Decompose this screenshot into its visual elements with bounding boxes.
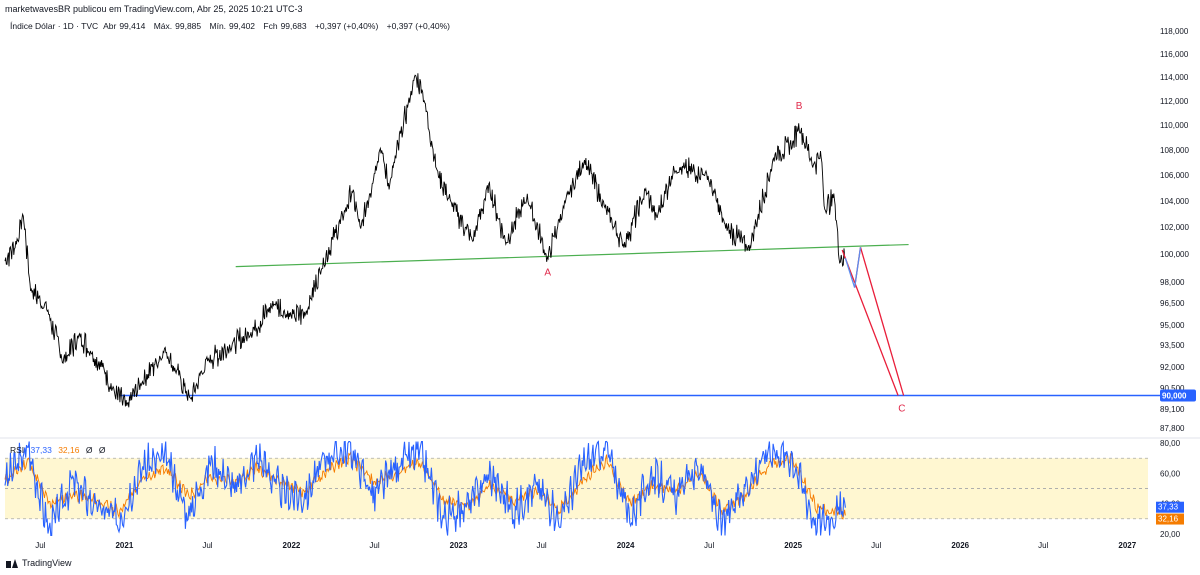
price-tick-label: 96,500: [1160, 299, 1185, 308]
time-tick-label: Jul: [1038, 541, 1048, 550]
rsi-tick-label: 20,00: [1160, 530, 1181, 539]
time-tick-label: Jul: [202, 541, 212, 550]
wave-label-a: A: [544, 268, 551, 279]
rsi-ma-value: 32,16: [58, 445, 80, 455]
rsi-value-tag: [1156, 501, 1184, 513]
time-tick-label: 2026: [951, 541, 969, 550]
rsi-value-tag: [1156, 513, 1184, 525]
price-tick-label: 93,500: [1160, 341, 1185, 350]
time-tick-label: 2027: [1118, 541, 1136, 550]
time-tick-label: 2022: [283, 541, 301, 550]
wave-label-c: C: [898, 404, 905, 415]
time-tick-label: 2024: [617, 541, 635, 550]
tradingview-logo[interactable]: TradingView: [6, 558, 72, 568]
low-label: Mín.: [209, 21, 227, 31]
price-tick-label: 89,100: [1160, 405, 1185, 414]
time-tick-label: Jul: [536, 541, 546, 550]
rsi-extra-1: Ø: [85, 445, 93, 455]
price-tick-label: 90,500: [1160, 384, 1185, 393]
rsi-tick-label: 80,00: [1160, 439, 1181, 448]
price-tick-label: 106,000: [1160, 171, 1189, 180]
time-tick-label: Jul: [704, 541, 714, 550]
time-tick-label: 2023: [450, 541, 468, 550]
price-tick-label: 112,000: [1160, 97, 1189, 106]
wave-label-b: B: [796, 101, 803, 112]
price-tick-label: 116,000: [1160, 50, 1189, 59]
price-tick-label: 104,000: [1160, 197, 1189, 206]
rsi-value-tag-label: 37,33: [1158, 503, 1179, 512]
projection-line: [841, 249, 899, 396]
rsi-extra-2: Ø: [98, 445, 106, 455]
open-value: 99,414: [119, 21, 146, 31]
support-price-tag: [1160, 389, 1196, 402]
rsi-legend: RSI 37,33 32,16 Ø Ø: [10, 445, 109, 455]
time-tick-label: Jul: [871, 541, 881, 550]
close-value: 99,683: [280, 21, 307, 31]
tradingview-icon: [6, 558, 18, 568]
projection-line: [853, 247, 862, 288]
rsi-value: 37,33: [30, 445, 52, 455]
close-label: Fch: [263, 21, 278, 31]
time-tick-label: 2025: [784, 541, 802, 550]
high-label: Máx.: [153, 21, 173, 31]
time-tick-label: Jul: [369, 541, 379, 550]
rsi-name: RSI: [10, 445, 25, 455]
rsi-tick-label: 60,00: [1160, 469, 1181, 478]
support-price-label: 90,000: [1162, 392, 1187, 401]
price-tick-label: 98,000: [1160, 278, 1185, 287]
change-value: +0,397 (+0,40%): [314, 21, 379, 31]
time-axis: Jul 2021 Jul 2022 Jul 2023 Jul 2024 Jul 2025 Jul 20…: [35, 541, 1137, 550]
price-tick-label: 95,000: [1160, 321, 1185, 330]
price-tick-label: 114,000: [1160, 73, 1189, 82]
time-tick-label: 2021: [115, 541, 133, 550]
published-by-text: marketwavesBR publicou em TradingView.co…: [5, 4, 303, 14]
symbol-legend: Índice Dólar · 1D · TVC Abr 99,414 Máx. 99…: [10, 21, 456, 31]
price-tick-label: 108,000: [1160, 146, 1189, 155]
open-label: Abr: [103, 21, 117, 31]
change-value-2: +0,397 (+0,40%): [386, 21, 450, 31]
tradingview-brand: TradingView: [22, 558, 72, 568]
rsi-value-tag-label: 32,16: [1158, 515, 1179, 524]
price-tick-label: 100,000: [1160, 250, 1189, 259]
price-tick-label: 87,800: [1160, 424, 1185, 433]
price-tick-label: 102,000: [1160, 223, 1189, 232]
projection-line: [859, 247, 905, 396]
price-tick-label: 110,000: [1160, 121, 1189, 130]
price-tick-label: 92,000: [1160, 363, 1185, 372]
time-tick-label: Jul: [35, 541, 45, 550]
symbol-name: Índice Dólar · 1D · TVC: [10, 21, 99, 31]
price-series-line: [4, 73, 846, 408]
low-value: 99,402: [229, 21, 256, 31]
trend-line: [235, 243, 909, 268]
price-axis: 118,000 116,000 114,000 112,000 110,000 108,0…: [1160, 27, 1189, 433]
price-tick-label: 118,000: [1160, 27, 1189, 36]
high-value: 99,885: [175, 21, 202, 31]
rsi-line: [4, 440, 846, 537]
projection-line: [844, 258, 856, 288]
